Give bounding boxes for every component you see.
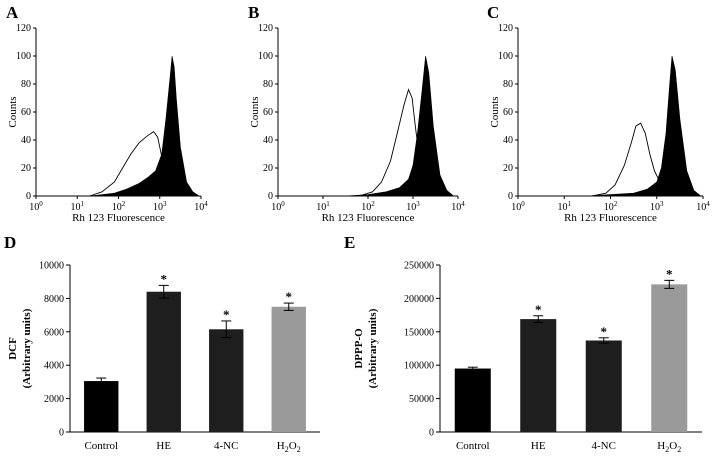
panel-label: C: [487, 3, 499, 22]
x-tick-label: 101: [71, 200, 85, 213]
y-tick-label: 60: [503, 107, 513, 118]
panel-label: B: [248, 3, 259, 22]
bar: [209, 329, 244, 432]
y-tick-label: 8000: [44, 294, 64, 305]
y-axis-title: Counts: [7, 96, 19, 127]
y-tick-label: 6000: [44, 327, 64, 338]
y-axis-subtitle: (Arbitrary units): [21, 308, 33, 388]
y-tick-label: 250000: [404, 261, 434, 272]
y-axis-title: DPPP-O: [353, 328, 365, 369]
y-tick-label: 150000: [404, 327, 434, 338]
histogram-panel-c: C 0 20 40 60 80 100 120 100 101 102 103 104 Rh 123 Fl…: [487, 3, 710, 224]
y-tick-label: 100: [16, 51, 31, 62]
y-tick-label: 120: [258, 23, 273, 34]
y-tick-label: 100: [258, 51, 273, 62]
y-tick-label: 4000: [44, 361, 64, 372]
outline-histogram: [89, 130, 189, 197]
x-tick-label: 102: [604, 200, 618, 213]
bar-panel-d: D 0 2000 4000 6000 8000 10000 Control * HE * 4-NC * H…: [4, 233, 320, 454]
y-tick-label: 40: [263, 135, 273, 146]
x-tick-label: 100: [29, 200, 43, 213]
bar: [271, 306, 306, 432]
category-label: HE: [156, 440, 171, 452]
x-tick-label: 101: [316, 200, 330, 213]
significance-star: *: [161, 271, 168, 286]
y-tick-label: 0: [268, 191, 273, 202]
y-tick-label: 60: [21, 107, 31, 118]
y-tick-label: 2000: [44, 394, 64, 405]
y-axis-title: Counts: [489, 96, 501, 127]
histogram-panel-a: A 0 20 40 60 80 100 120 100 101 102 103 104 Rh 123 Fl…: [6, 3, 208, 224]
outline-histogram: [591, 122, 681, 197]
panel-label: D: [4, 233, 16, 252]
significance-star: *: [286, 289, 293, 304]
y-tick-label: 80: [263, 79, 273, 90]
y-tick-label: 20: [503, 163, 513, 174]
filled-histogram: [89, 55, 200, 197]
category-label: H2O2: [657, 440, 681, 454]
y-tick-label: 50000: [409, 394, 434, 405]
y-axis-title: Counts: [249, 96, 261, 127]
x-tick-label: 100: [271, 200, 285, 213]
x-axis-title: Rh 123 Fluorescence: [322, 212, 415, 224]
category-label: 4-NC: [592, 440, 616, 452]
category-label: 4-NC: [214, 440, 238, 452]
x-tick-label: 104: [696, 200, 710, 213]
x-axis-title: Rh 123 Fluorescence: [72, 212, 165, 224]
y-tick-label: 20: [263, 163, 273, 174]
x-tick-label: 100: [511, 200, 525, 213]
significance-star: *: [535, 302, 542, 317]
category-label: Control: [456, 440, 490, 452]
histogram-panel-b: B 0 20 40 60 80 100 120 100 101 102 103 104 Rh 123 Fl…: [248, 3, 465, 224]
y-tick-label: 0: [508, 191, 513, 202]
bar-panel-e: E 0 50000 100000 150000 200000 250000 Control * H…: [344, 233, 702, 454]
significance-star: *: [666, 266, 673, 281]
y-tick-label: 20: [21, 163, 31, 174]
panel-label: E: [344, 233, 355, 252]
outline-histogram: [358, 88, 441, 197]
y-tick-label: 120: [498, 23, 513, 34]
bar: [146, 291, 181, 432]
panel-label: A: [6, 3, 19, 22]
bar: [520, 319, 557, 432]
filled-histogram: [587, 55, 702, 197]
x-tick-label: 102: [112, 200, 126, 213]
significance-star: *: [223, 307, 230, 322]
y-axis-title: DCF: [7, 337, 19, 360]
y-axis-subtitle: (Arbitrary units): [367, 308, 379, 388]
y-tick-label: 40: [503, 135, 513, 146]
y-tick-label: 100: [498, 51, 513, 62]
x-tick-label: 103: [650, 200, 664, 213]
bar: [651, 284, 688, 432]
filled-histogram: [345, 55, 455, 197]
x-tick-label: 102: [361, 200, 375, 213]
y-tick-label: 0: [429, 428, 434, 439]
y-tick-label: 120: [16, 23, 31, 34]
y-tick-label: 60: [263, 107, 273, 118]
y-tick-label: 40: [21, 135, 31, 146]
y-tick-label: 200000: [404, 294, 434, 305]
y-tick-label: 80: [21, 79, 31, 90]
category-label: Control: [84, 440, 118, 452]
bar: [585, 340, 622, 432]
y-tick-label: 0: [26, 191, 31, 202]
bar: [454, 368, 491, 432]
y-tick-label: 100000: [404, 361, 434, 372]
x-tick-label: 104: [194, 200, 208, 213]
category-label: HE: [531, 440, 546, 452]
y-tick-label: 10000: [39, 261, 64, 272]
x-tick-label: 103: [406, 200, 420, 213]
significance-star: *: [601, 324, 608, 339]
y-tick-label: 80: [503, 79, 513, 90]
x-tick-label: 104: [451, 200, 465, 213]
x-axis-title: Rh 123 Fluorescence: [564, 212, 657, 224]
x-tick-label: 103: [153, 200, 167, 213]
y-tick-label: 0: [59, 428, 64, 439]
category-label: H2O2: [277, 440, 301, 454]
x-tick-label: 101: [558, 200, 572, 213]
bar: [84, 381, 119, 432]
